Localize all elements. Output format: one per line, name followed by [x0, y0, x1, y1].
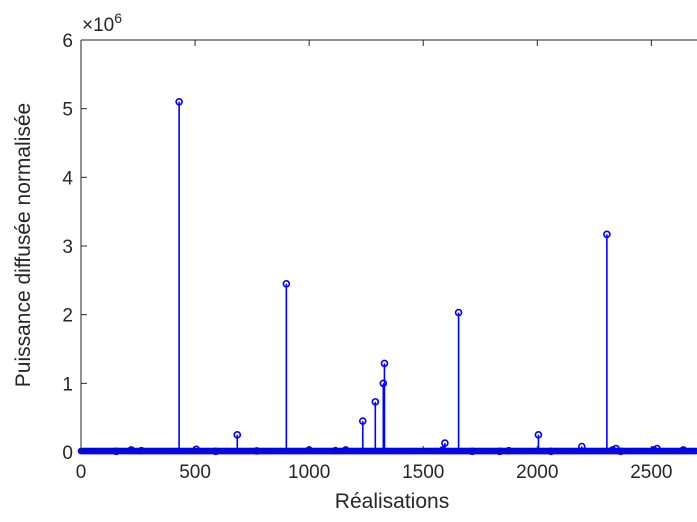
- x-tick-label: 2000: [516, 462, 558, 483]
- y-tick-label: 2: [62, 306, 73, 327]
- stem-marker: [331, 446, 340, 455]
- stem-marker: [358, 417, 367, 425]
- stem-marker: [379, 379, 388, 388]
- y-tick-label: 0: [62, 443, 73, 464]
- x-tick-label: 1500: [402, 462, 444, 483]
- stem-point: [379, 379, 388, 452]
- stem-marker: [341, 446, 350, 454]
- y-tick-label: 1: [62, 374, 73, 395]
- stem-marker: [371, 398, 380, 406]
- stem-marker: [252, 447, 261, 455]
- plot-area: [77, 98, 697, 456]
- stem-marker: [454, 308, 463, 317]
- stem-marker: [547, 447, 555, 456]
- y-tick-label: 5: [62, 100, 73, 121]
- stem-marker: [468, 447, 477, 456]
- stem-marker: [233, 431, 242, 439]
- y-tick-label: 6: [62, 31, 73, 52]
- y-tick-label: 4: [62, 168, 73, 189]
- stem-point: [358, 417, 367, 452]
- y-tick-label: 3: [62, 237, 73, 258]
- stem-point: [441, 439, 449, 452]
- stem-point: [380, 359, 389, 452]
- stem-marker: [175, 98, 183, 106]
- stem-point: [175, 98, 183, 452]
- stem-point: [603, 230, 611, 452]
- stem-marker: [679, 446, 688, 454]
- x-tick-label: 0: [76, 462, 87, 483]
- stem-marker: [534, 431, 543, 439]
- stem-marker: [603, 230, 611, 239]
- y-axis-exponent-power: 6: [114, 10, 122, 26]
- y-axis-exponent: ×106: [82, 10, 122, 36]
- x-tick-label: 2500: [630, 462, 672, 483]
- stem-marker: [577, 442, 586, 451]
- stem-marker: [616, 447, 625, 456]
- stem-marker: [282, 279, 291, 288]
- stem-marker: [441, 439, 449, 447]
- x-tick-label: 1000: [288, 462, 330, 483]
- stem-marker: [380, 359, 389, 368]
- stem-point: [454, 308, 463, 452]
- stem-point: [577, 442, 586, 452]
- y-axis-label: Puissance diffusée normalisée: [12, 103, 35, 387]
- stem-point: [282, 279, 291, 452]
- y-axis-exponent-base: ×10: [82, 15, 114, 36]
- x-axis-label: Réalisations: [335, 490, 449, 513]
- axes: [80, 39, 697, 453]
- stem-point: [233, 431, 242, 452]
- stem-marker: [112, 447, 121, 456]
- stem-marker: [127, 446, 135, 454]
- stem-point: [534, 431, 543, 452]
- stem-marker: [495, 447, 504, 456]
- stem-marker: [137, 446, 146, 455]
- stem-marker: [504, 446, 513, 455]
- stem-point: [371, 398, 380, 452]
- stem-marker: [211, 447, 220, 456]
- x-tick-label: 500: [179, 462, 211, 483]
- tick-labels: 0 1 2 3 4 5 6 0 500 1000 1500 2000 2500: [62, 31, 672, 483]
